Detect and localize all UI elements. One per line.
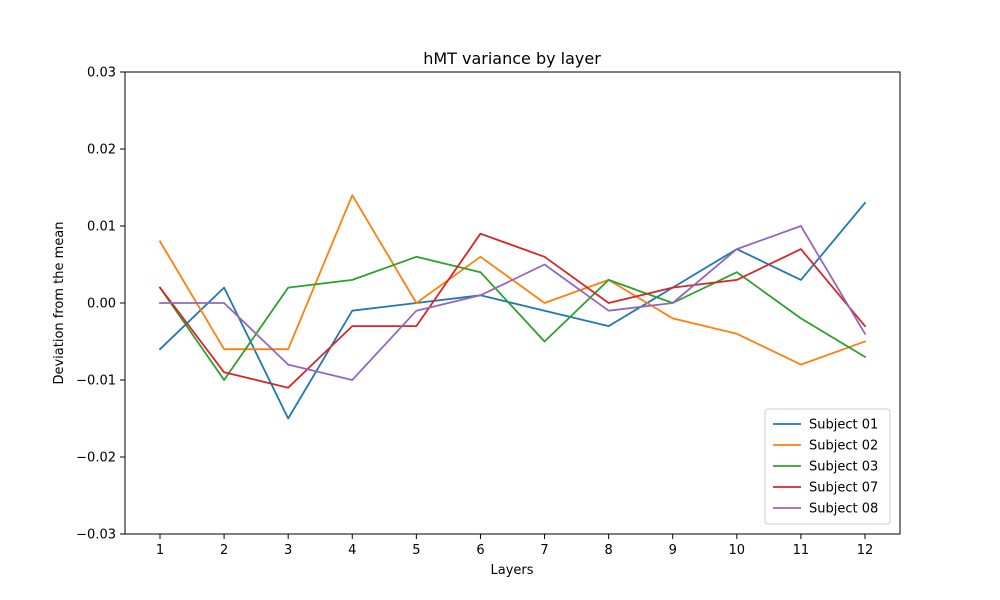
y-tick-label: −0.02 [76, 451, 116, 466]
x-tick-label: 1 [156, 543, 164, 558]
x-axis-label: Layers [490, 563, 533, 578]
x-tick-label: 9 [669, 543, 677, 558]
x-tick-label: 5 [412, 543, 420, 558]
series-layer [158, 194, 867, 420]
y-tick-label: 0.01 [87, 220, 116, 235]
y-axis-label: Deviation from the mean [52, 221, 67, 384]
legend-entry: Subject 07 [809, 481, 878, 496]
x-axis-ticks: 1 2 3 4 5 6 7 8 9 10 11 12 [156, 534, 873, 558]
x-tick-label: 3 [284, 543, 292, 558]
x-tick-label: 6 [476, 543, 484, 558]
chart-title: hMT variance by layer [423, 49, 601, 68]
x-tick-label: 7 [540, 543, 548, 558]
series-line-subject-07 [158, 232, 867, 389]
legend-entry: Subject 02 [809, 439, 878, 454]
x-tick-label: 10 [729, 543, 746, 558]
x-tick-label: 2 [220, 543, 228, 558]
series-line-subject-03 [158, 255, 867, 381]
legend-entry: Subject 03 [809, 460, 878, 475]
y-tick-label: 0.02 [87, 143, 116, 158]
x-tick-label: 8 [604, 543, 612, 558]
series-line-subject-01 [158, 201, 867, 420]
plot-area: 1 2 3 4 5 6 7 8 9 10 11 12 −0.03−0.02−0.010.000.010… [76, 66, 901, 558]
legend-entry: Subject 08 [809, 502, 878, 517]
legend-box [764, 408, 891, 525]
y-tick-label: 0.00 [87, 297, 116, 312]
y-tick-label: 0.03 [87, 66, 116, 81]
x-tick-label: 12 [857, 543, 874, 558]
legend-entry: Subject 01 [809, 418, 878, 433]
x-tick-label: 4 [348, 543, 356, 558]
y-tick-label: −0.03 [76, 528, 116, 543]
y-tick-label: −0.01 [76, 374, 116, 389]
y-axis-ticks: −0.03 −0.02 −0.01 0.00 0.01 0.02 0.03 [76, 66, 125, 543]
x-tick-label: 11 [793, 543, 810, 558]
legend: Subject 01 Subject 02 Subject 03 Subject 07… [764, 408, 891, 525]
series-line-subject-08 [159, 225, 867, 381]
